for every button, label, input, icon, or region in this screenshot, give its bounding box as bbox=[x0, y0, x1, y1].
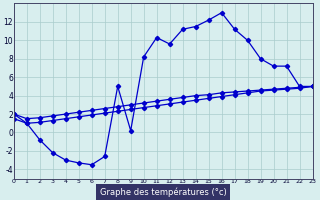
X-axis label: Graphe des températures (°c): Graphe des températures (°c) bbox=[100, 187, 227, 197]
